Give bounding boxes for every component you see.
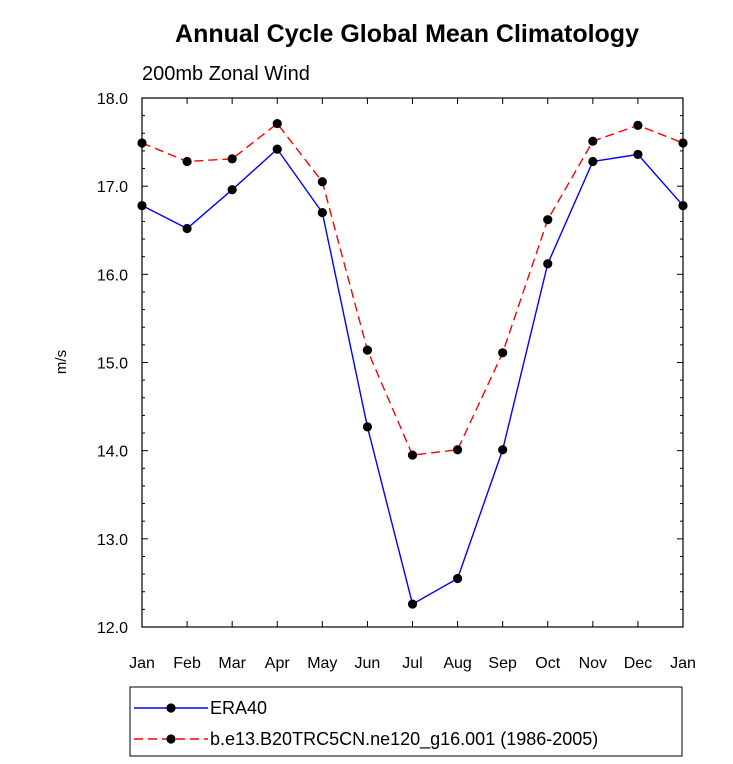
data-point — [588, 156, 598, 167]
x-tick-label: Oct — [535, 655, 560, 672]
legend-label: ERA40 — [210, 698, 267, 718]
chart-subtitle: 200mb Zonal Wind — [142, 63, 310, 85]
data-point — [407, 599, 418, 609]
series-line-1 — [141, 122, 684, 456]
data-point — [543, 215, 553, 225]
data-point — [362, 422, 373, 432]
x-tick-label: May — [307, 655, 337, 672]
x-tick-label: Jan — [129, 655, 155, 672]
y-tick-label: 16.0 — [97, 267, 128, 284]
y-tick-label: 17.0 — [97, 179, 128, 196]
axis-ticks: Jan Feb Mar Apr May Jun Jul Aug Sep Oct Nov Dec Jan 1… — [97, 91, 696, 672]
data-point — [498, 445, 508, 455]
data-point — [407, 450, 418, 460]
data-point — [452, 573, 463, 584]
data-point — [317, 208, 327, 218]
legend-marker — [166, 734, 176, 744]
legend-box — [129, 686, 683, 757]
data-point — [317, 177, 327, 187]
x-tick-label: Aug — [443, 655, 471, 672]
data-point — [227, 154, 237, 164]
data-point — [588, 136, 598, 146]
data-point — [227, 185, 237, 195]
x-tick-label: Sep — [488, 655, 517, 672]
series-line-0 — [141, 148, 684, 606]
y-axis-label: m/s — [53, 350, 70, 374]
data-point — [182, 223, 192, 234]
y-tick-label: 15.0 — [97, 356, 128, 373]
data-point — [633, 120, 643, 130]
chart-title: Annual Cycle Global Mean Climatology — [175, 20, 639, 48]
data-point — [498, 348, 508, 358]
legend-marker — [166, 703, 176, 713]
x-tick-label: Mar — [218, 655, 246, 672]
data-point — [633, 149, 643, 160]
legend-label: b.e13.B20TRC5CN.ne120_g16.001 (1986-2005… — [210, 729, 598, 750]
data-point — [182, 156, 192, 167]
data-point — [272, 144, 282, 154]
x-tick-label: Jul — [402, 655, 422, 672]
y-tick-label: 14.0 — [97, 444, 128, 461]
y-tick-label: 12.0 — [97, 620, 128, 637]
data-point — [272, 118, 282, 129]
x-tick-label: Feb — [173, 655, 201, 672]
data-point — [543, 259, 553, 269]
data-point — [362, 345, 373, 355]
series-points — [137, 118, 688, 609]
x-tick-label: Jun — [355, 655, 381, 672]
y-tick-label: 18.0 — [97, 91, 128, 108]
x-tick-label: Nov — [579, 655, 607, 672]
x-tick-label: Dec — [624, 655, 652, 672]
plot-frame — [141, 97, 684, 628]
x-tick-label: Apr — [265, 655, 291, 672]
series-lines — [141, 122, 684, 606]
y-tick-label: 13.0 — [97, 532, 128, 549]
data-point — [452, 445, 463, 455]
x-tick-label: Jan — [670, 655, 696, 672]
legend: ERA40 b.e13.B20TRC5CN.ne120_g16.001 (1986… — [129, 686, 683, 757]
